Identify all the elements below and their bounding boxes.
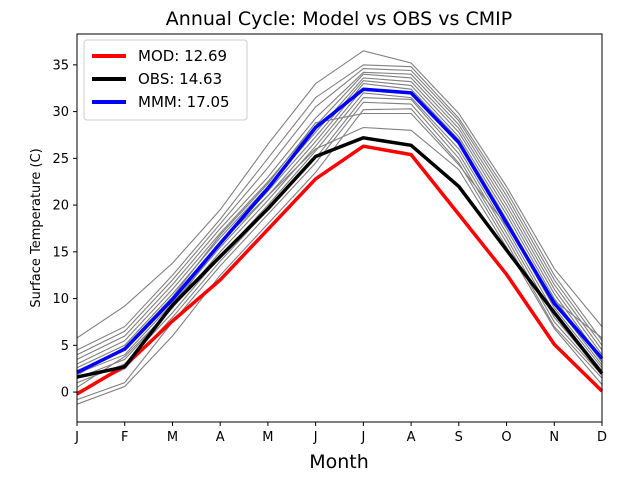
x-tick-label: J bbox=[74, 430, 79, 445]
ensemble-member-line-8 bbox=[76, 77, 603, 369]
chart-title: Annual Cycle: Model vs OBS vs CMIP bbox=[166, 8, 512, 30]
x-axis-label: Month bbox=[309, 451, 369, 473]
y-axis-label: Surface Temperature (C) bbox=[29, 148, 44, 307]
ensemble-member-line-12 bbox=[76, 64, 603, 351]
x-tick-label: M bbox=[167, 430, 178, 445]
y-tick-label: 15 bbox=[52, 245, 69, 260]
y-tick-label: 5 bbox=[61, 339, 69, 354]
ensemble-member-line-13 bbox=[76, 50, 603, 339]
ensemble-member-line-4 bbox=[76, 92, 603, 384]
ensemble-lines bbox=[76, 50, 603, 405]
x-tick-label: M bbox=[262, 430, 273, 445]
y-tick-label: 20 bbox=[52, 199, 69, 214]
legend: MOD: 12.69 OBS: 14.63 MMM: 17.05 bbox=[83, 39, 248, 121]
series-line-mmm bbox=[76, 87, 604, 374]
x-tick-label: J bbox=[360, 430, 365, 445]
x-tick-label: A bbox=[407, 430, 416, 445]
ensemble-member-line-1 bbox=[76, 108, 603, 405]
legend-label-mod: MOD: 12.69 bbox=[138, 47, 227, 65]
legend-label-obs: OBS: 14.63 bbox=[138, 70, 222, 88]
series-line-mod bbox=[76, 144, 604, 396]
y-tick-label: 25 bbox=[52, 152, 69, 167]
y-axis: 0 5 10 15 20 25 30 35 bbox=[52, 58, 77, 401]
ensemble-member-line-2 bbox=[76, 101, 603, 401]
x-tick-label: A bbox=[216, 430, 225, 445]
y-tick-label: 30 bbox=[52, 105, 69, 120]
series-lines bbox=[76, 87, 604, 396]
x-tick-label: O bbox=[501, 430, 511, 445]
x-tick-label: S bbox=[455, 430, 463, 445]
x-tick-label: D bbox=[597, 430, 607, 445]
legend-label-mmm: MMM: 17.05 bbox=[138, 93, 230, 111]
plot-area-frame bbox=[76, 33, 603, 423]
y-tick-label: 0 bbox=[61, 386, 69, 401]
x-tick-label: J bbox=[313, 430, 318, 445]
y-tick-label: 35 bbox=[52, 58, 69, 73]
series-line-obs bbox=[76, 136, 604, 379]
ensemble-member-line-11 bbox=[76, 68, 603, 356]
ensemble-member-line-3 bbox=[76, 97, 603, 393]
ensemble-member-line-9 bbox=[76, 73, 603, 365]
x-tick-label: F bbox=[121, 430, 128, 445]
x-tick-label: N bbox=[549, 430, 559, 445]
y-tick-label: 10 bbox=[52, 292, 69, 307]
ensemble-member-line-10 bbox=[76, 71, 603, 360]
